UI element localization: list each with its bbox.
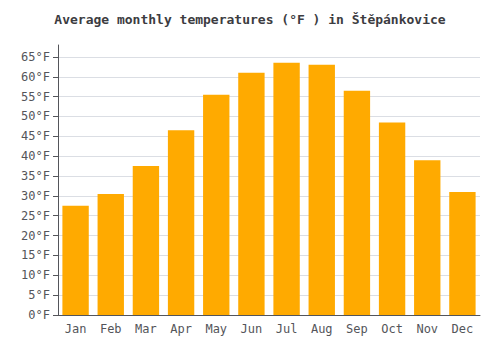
svg-text:Apr: Apr — [170, 322, 192, 336]
svg-text:65°F: 65°F — [21, 50, 50, 64]
svg-text:Mar: Mar — [135, 322, 157, 336]
svg-text:60°F: 60°F — [21, 70, 50, 84]
svg-text:20°F: 20°F — [21, 229, 50, 243]
svg-text:10°F: 10°F — [21, 268, 50, 282]
svg-text:30°F: 30°F — [21, 189, 50, 203]
svg-text:40°F: 40°F — [21, 149, 50, 163]
svg-text:25°F: 25°F — [21, 209, 50, 223]
svg-text:35°F: 35°F — [21, 169, 50, 183]
svg-text:Dec: Dec — [452, 322, 474, 336]
svg-text:Jan: Jan — [65, 322, 87, 336]
svg-text:Sep: Sep — [346, 322, 368, 336]
svg-text:Aug: Aug — [311, 322, 333, 336]
svg-text:Oct: Oct — [381, 322, 403, 336]
svg-text:Jun: Jun — [241, 322, 263, 336]
svg-text:0°F: 0°F — [28, 308, 50, 322]
svg-text:Feb: Feb — [100, 322, 122, 336]
svg-text:May: May — [205, 322, 227, 336]
svg-text:Nov: Nov — [416, 322, 438, 336]
svg-text:Jul: Jul — [276, 322, 298, 336]
svg-text:50°F: 50°F — [21, 109, 50, 123]
svg-text:5°F: 5°F — [28, 288, 50, 302]
svg-text:Average monthly temperatures (: Average monthly temperatures (°F ) in Št… — [54, 12, 446, 27]
svg-text:15°F: 15°F — [21, 248, 50, 262]
svg-text:45°F: 45°F — [21, 129, 50, 143]
svg-text:55°F: 55°F — [21, 90, 50, 104]
